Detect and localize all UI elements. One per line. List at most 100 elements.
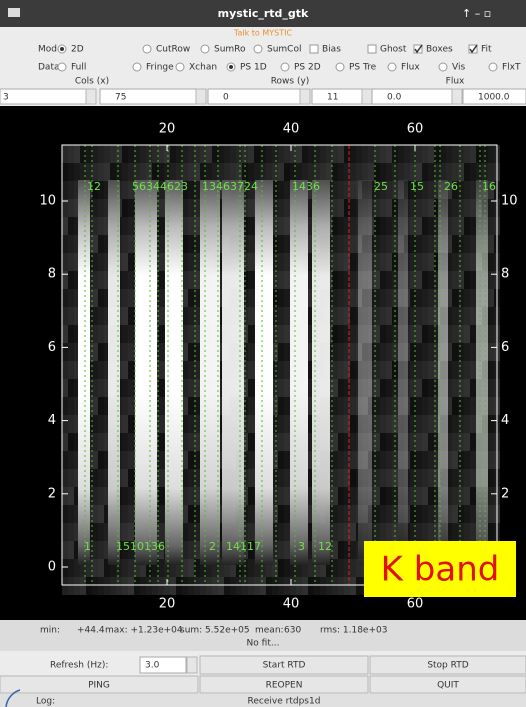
pixel — [188, 487, 194, 505]
pixel — [122, 451, 128, 469]
pixel — [332, 271, 338, 289]
spectrum-stripe — [312, 180, 330, 565]
data-option: Fringe — [146, 63, 174, 73]
pixel — [470, 145, 476, 163]
pixel — [158, 217, 164, 235]
pixel — [338, 415, 344, 433]
pixel — [338, 577, 344, 595]
input[interactable] — [208, 89, 300, 104]
pixel — [332, 415, 338, 433]
pixel — [68, 199, 74, 217]
fit-label: 13463724 — [202, 180, 258, 193]
pixel — [386, 505, 392, 523]
pixel — [470, 505, 476, 523]
pixel — [98, 145, 104, 163]
pixel — [68, 235, 74, 253]
pixel — [158, 523, 164, 541]
spectrum-stripe — [398, 180, 408, 565]
window-buttons[interactable]: ↑ – ▫ — [462, 7, 491, 20]
pixel — [338, 289, 344, 307]
pixel — [332, 505, 338, 523]
pixel — [488, 145, 494, 163]
pixel — [140, 145, 146, 163]
pixel — [332, 163, 338, 181]
pixel — [122, 253, 128, 271]
pixel — [428, 487, 434, 505]
pixel — [380, 145, 386, 163]
pixel — [470, 379, 476, 397]
pixel — [338, 181, 344, 199]
pixel — [458, 253, 464, 271]
checkbox[interactable] — [310, 45, 318, 53]
radio[interactable] — [254, 45, 262, 53]
pixel — [350, 145, 356, 163]
pixel — [278, 523, 284, 541]
radio[interactable] — [439, 63, 447, 71]
window-icon — [8, 8, 20, 17]
spectrum-stripe — [135, 180, 157, 565]
pixel — [266, 163, 272, 181]
pixel — [278, 415, 284, 433]
pixel — [428, 181, 434, 199]
spin[interactable] — [452, 89, 462, 104]
input-value: 0.0 — [387, 93, 402, 103]
input[interactable] — [372, 89, 452, 104]
pixel — [284, 433, 290, 451]
pixel — [230, 163, 236, 181]
pixel — [278, 505, 284, 523]
pixel — [338, 235, 344, 253]
pixel — [332, 343, 338, 361]
spin[interactable] — [362, 89, 372, 104]
radio[interactable] — [336, 63, 344, 71]
pixel — [464, 253, 470, 271]
pixel — [428, 145, 434, 163]
pixel — [488, 379, 494, 397]
pixel — [386, 217, 392, 235]
pixel — [62, 145, 68, 163]
radio[interactable] — [133, 63, 141, 71]
pixel — [428, 379, 434, 397]
spin[interactable] — [187, 657, 197, 673]
pixel — [182, 145, 188, 163]
pixel — [284, 163, 290, 181]
stat: mean: — [255, 626, 284, 636]
pixel — [158, 199, 164, 217]
radio[interactable] — [143, 45, 151, 53]
pixel — [458, 397, 464, 415]
checkbox[interactable] — [368, 45, 376, 53]
radio[interactable] — [176, 63, 184, 71]
radio[interactable] — [489, 63, 497, 71]
pixel — [422, 235, 428, 253]
radio[interactable] — [201, 45, 209, 53]
spin[interactable] — [300, 89, 310, 104]
y-tick-label: 4 — [501, 413, 509, 428]
data-option: PS 1D — [240, 63, 267, 73]
pixel — [128, 343, 134, 361]
input-value: 11 — [327, 93, 338, 103]
radio[interactable] — [58, 63, 66, 71]
radio[interactable] — [388, 63, 396, 71]
pixel — [284, 199, 290, 217]
pixel — [326, 145, 332, 163]
pixel — [386, 145, 392, 163]
pixel — [464, 343, 470, 361]
pixel — [92, 271, 98, 289]
pixel — [248, 199, 254, 217]
pixel — [158, 451, 164, 469]
pixel — [338, 343, 344, 361]
pixel — [248, 307, 254, 325]
radio[interactable] — [281, 63, 289, 71]
pixel — [422, 433, 428, 451]
pixel — [98, 271, 104, 289]
pixel — [458, 433, 464, 451]
pixel — [380, 397, 386, 415]
pixel — [188, 559, 194, 577]
pixel — [488, 397, 494, 415]
input[interactable] — [0, 89, 86, 104]
spin[interactable] — [86, 89, 96, 104]
pixel — [68, 415, 74, 433]
pixel — [248, 253, 254, 271]
spin[interactable] — [196, 89, 206, 104]
pixel — [158, 307, 164, 325]
pixel — [278, 433, 284, 451]
